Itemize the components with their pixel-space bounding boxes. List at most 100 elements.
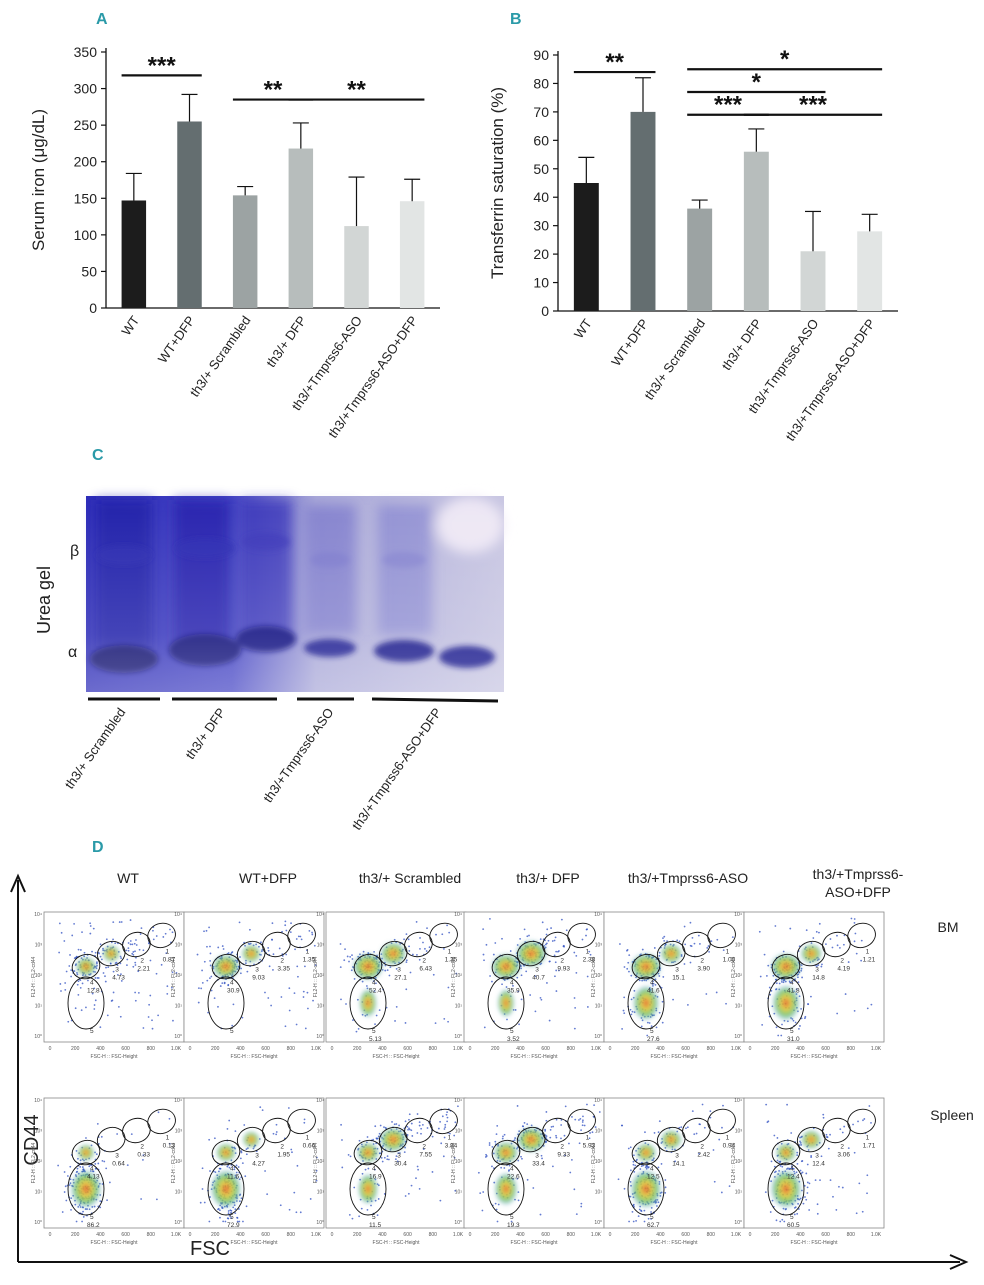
gate-outline [262,931,291,958]
y-tick-label: 10¹ [317,1004,325,1010]
gate-number: 1 [586,1134,590,1141]
x-tick-label: 800 [429,1232,438,1238]
y-tick-label: 10¹ [735,1004,743,1010]
gate-outline [516,940,546,967]
gate-percent: 19.3 [507,1222,520,1229]
gate-outline [516,1126,546,1153]
plot-xlabel: FSC-H :: FSC-Height [791,1240,839,1246]
x-tick-label: 200 [771,1232,780,1238]
flow-cytometry-panel: CD44 FSC BM Spleen WT WT+DFP th3/+ Scrambl… [10,866,974,1270]
x-tick-label: 600 [541,1046,550,1052]
significance-label: ** [605,49,624,76]
x-tick-label: 200 [353,1232,362,1238]
x-tick-label: 0 [609,1232,612,1238]
gate-outline [207,1162,245,1216]
y-tick-label: 10² [317,973,325,979]
column-header: th3/+Tmprss6-ASO+DFP [813,866,904,900]
y-tick-label: 50 [81,263,97,279]
gel-group-label: th3/+Tmprss6-ASO+DFP [349,705,445,833]
gate-percent: 62.7 [647,1222,660,1229]
significance-label: * [752,69,762,96]
gate-number: 3 [255,1153,259,1160]
gate-percent: 15.1 [672,975,685,982]
gate-number: 2 [560,958,564,965]
y-tick-label: 10⁰ [316,1220,324,1226]
x-tick-label: 0 [469,1046,472,1052]
cd44-axis-label: CD44 [21,1114,43,1165]
gate-number: 3 [815,1153,819,1160]
panel-letter-d: D [92,839,104,856]
column-header: th3/+Tmprss6-ASO [628,870,748,886]
y-tick-label: 40 [533,189,549,205]
y-tick-label: 10⁰ [34,1220,42,1226]
x-tick-label: 200 [211,1232,220,1238]
x-tick-label: 800 [707,1046,716,1052]
y-tick-label: 10³ [35,1129,43,1135]
gate-outline [404,931,433,958]
y-tick-label: 10¹ [175,1190,183,1196]
x-tick-label: 1.0K [731,1046,742,1052]
gate-outline [211,1139,241,1166]
y-tick-label: 10² [175,1159,183,1165]
x-tick-label: 600 [821,1232,830,1238]
panel-letter-b: B [510,11,522,28]
gate-number: 4 [372,980,376,987]
y-tick-label: 10³ [735,943,743,949]
plot-xlabel: FSC-H :: FSC-Height [231,1240,279,1246]
x-tick-label: 1.0K [871,1046,882,1052]
density-blobs [70,1143,102,1209]
panel-letter-a: A [96,11,108,28]
x-tick-label: 600 [821,1046,830,1052]
y-tick-label: 10¹ [455,1004,463,1010]
gate-outline [847,922,876,949]
y-tick-label: 10⁴ [734,912,742,918]
x-tick-label: 800 [147,1232,156,1238]
gate-outline [771,1139,801,1166]
gate-outline [67,976,105,1030]
gate-number: 1 [448,948,452,955]
gate-outline [822,931,851,958]
gate-outline [353,953,383,980]
y-tick-label: 10⁰ [174,1034,182,1040]
bar [121,200,147,308]
y-tick-label: 10² [35,1159,43,1165]
gate-outline [404,1117,433,1144]
y-tick-label: 10⁰ [454,1034,462,1040]
gate-number: 5 [372,1214,376,1221]
plot-xlabel: FSC-H :: FSC-Height [791,1054,839,1060]
gel-group-label: th3/+Tmprss6-ASO [260,705,336,805]
y-axis-label: Transferrin saturation (%) [488,87,507,279]
plot-ylabel: FL2-H :: FL2-cd44 [171,956,177,997]
gate-number: 5 [650,1028,654,1035]
gate-outline [236,940,266,967]
y-tick-label: 30 [533,218,549,234]
gate-outline [491,1139,521,1166]
gate-percent: 27.1 [394,975,407,982]
y-tick-label: 10² [35,973,43,979]
y-tick-label: 10² [595,1159,603,1165]
y-tick-label: 10³ [735,1129,743,1135]
gate-percent: 2.38 [583,956,596,963]
x-tick-label: 800 [287,1046,296,1052]
gate-number: 3 [535,967,539,974]
x-tick-label: WT+DFP [155,313,198,366]
gate-percent: 41.8 [787,988,800,995]
x-tick-label: 400 [378,1232,387,1238]
plot-xlabel: FSC-H :: FSC-Height [91,1240,139,1246]
x-tick-label: 800 [707,1232,716,1238]
plot-ylabel: FL2-H :: FL2-cd44 [731,956,737,997]
x-tick-label: 800 [847,1046,856,1052]
density-blobs [490,939,548,1018]
x-tick-label: 0 [331,1046,334,1052]
x-tick-label: 1.0K [311,1232,322,1238]
x-tick-label: WT [571,316,595,341]
x-tick-label: 600 [541,1232,550,1238]
gate-percent: 4.73 [112,975,125,982]
x-tick-label: 600 [121,1046,130,1052]
bar [687,208,713,311]
y-tick-label: 10³ [455,943,463,949]
y-tick-label: 10¹ [595,1004,603,1010]
flow-plot: 13.84 27.55 330.4 416.9 511.5 0 200 400 600 800 1.… [313,1097,467,1246]
x-tick-label: 0 [749,1232,752,1238]
flow-plot: 11.00 23.90 315.1 441.6 527.6 0 200 400 600 800 1.… [591,911,745,1060]
